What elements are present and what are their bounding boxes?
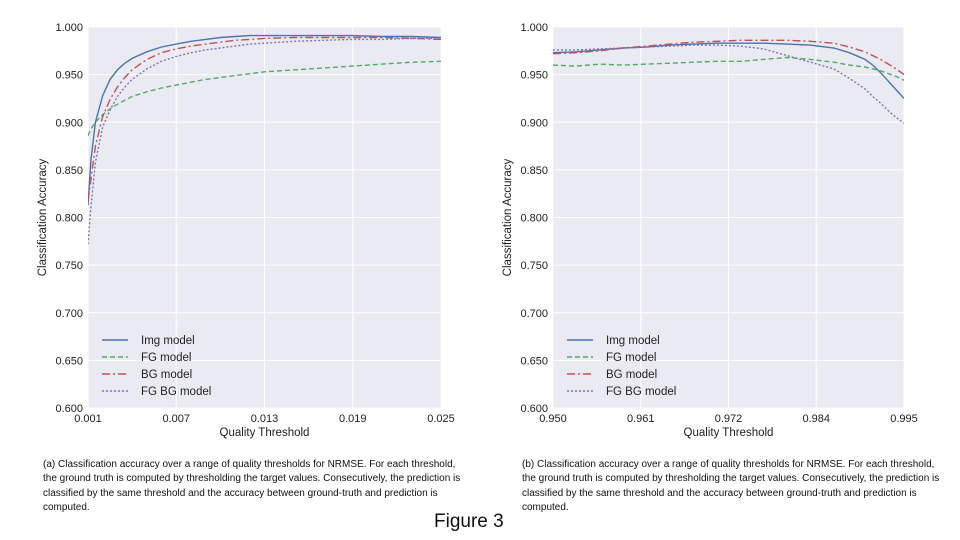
y-tick-label: 0.950	[55, 70, 83, 82]
legend-label-fgbg: FG BG model	[141, 386, 211, 398]
series-line-bg	[88, 36, 441, 201]
y-tick-label: 0.900	[55, 117, 83, 129]
y-tick-label: 0.800	[520, 213, 548, 225]
y-tick-label: 1.000	[55, 22, 83, 34]
y-tick-label: 0.850	[520, 165, 548, 177]
series-line-fg	[553, 56, 904, 81]
series-line-img	[88, 34, 441, 206]
x-tick-label: 0.950	[539, 413, 567, 425]
y-tick-label: 0.600	[520, 403, 548, 415]
series-line-fg	[88, 60, 441, 136]
x-tick-label: 0.007	[162, 413, 190, 425]
x-tick-label: 0.019	[339, 413, 367, 425]
chart-b: 0.600 0.650 0.700 0.750 0.800 0.850 0.900 0.950…	[502, 22, 918, 439]
x-axis-label: Quality Threshold	[684, 427, 774, 439]
y-tick-label: 0.600	[55, 403, 83, 415]
y-tick-label: 0.700	[520, 308, 548, 320]
caption-b: (b) Classification accuracy over a range…	[522, 459, 940, 513]
y-tick-label: 0.650	[520, 355, 548, 367]
y-tick-label: 1.000	[520, 22, 548, 34]
legend-label-img: Img model	[606, 335, 660, 347]
figure-title: Figure 3	[434, 511, 504, 532]
x-tick-label: 0.025	[427, 413, 455, 425]
y-tick-label: 0.800	[55, 213, 83, 225]
y-tick-label: 0.950	[520, 70, 548, 82]
chart-a: 0.600 0.650 0.700 0.750 0.800 0.850 0.900 0.950…	[37, 22, 455, 439]
caption-a: (a) Classification accuracy over a range…	[43, 459, 461, 513]
y-tick-label: 0.650	[55, 355, 83, 367]
legend-label-fg: FG model	[606, 352, 657, 364]
y-tick-label: 0.900	[520, 117, 548, 129]
y-tick-label: 0.700	[55, 308, 83, 320]
x-tick-label: 0.001	[74, 413, 102, 425]
y-tick-label: 0.750	[520, 260, 548, 272]
y-tick-label: 0.850	[55, 165, 83, 177]
x-tick-label: 0.972	[715, 413, 743, 425]
series-line-fgbg	[88, 37, 441, 245]
y-axis-label: Classification Accuracy	[37, 158, 49, 276]
y-axis-label: Classification Accuracy	[502, 158, 514, 276]
series-line-img	[553, 42, 904, 99]
legend-label-bg: BG model	[606, 369, 657, 381]
y-tick-label: 0.750	[55, 260, 83, 272]
series-line-fgbg	[553, 44, 904, 124]
legend-label-fg: FG model	[141, 352, 192, 364]
legend-label-img: Img model	[141, 335, 195, 347]
x-axis-label: Quality Threshold	[220, 427, 310, 439]
legend-label-fgbg: FG BG model	[606, 386, 676, 398]
x-tick-label: 0.961	[627, 413, 655, 425]
x-tick-label: 0.995	[890, 413, 918, 425]
x-tick-label: 0.013	[251, 413, 279, 425]
x-tick-label: 0.984	[802, 413, 830, 425]
legend-label-bg: BG model	[141, 369, 192, 381]
